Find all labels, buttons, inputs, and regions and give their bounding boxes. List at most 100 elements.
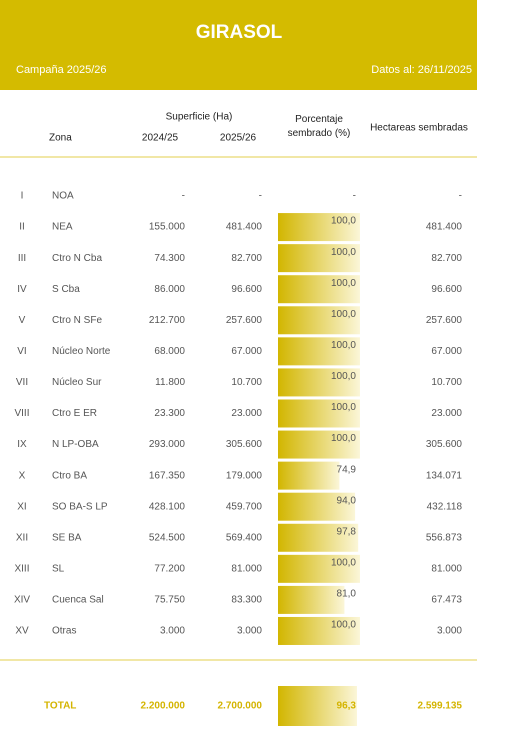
area-2024: 68.000: [154, 346, 185, 357]
pct-label: 100,0: [331, 309, 356, 320]
row-number: I: [21, 191, 24, 202]
hectares: 556.873: [426, 532, 463, 543]
area-2025: 569.400: [226, 532, 263, 543]
zone: N LP-OBA: [52, 439, 99, 450]
area-2025: 96.600: [231, 284, 262, 295]
area-2024: 11.800: [155, 377, 185, 388]
row-number: X: [19, 470, 26, 481]
pct-label: 100,0: [331, 247, 356, 258]
area-2025: 67.000: [231, 346, 262, 357]
hectares: 257.600: [426, 315, 463, 326]
pct-bar: [278, 686, 357, 726]
area-2025: 82.700: [231, 253, 262, 264]
row-number: VII: [16, 377, 28, 388]
area-2024: 77.200: [154, 563, 185, 574]
row-number: XV: [15, 626, 29, 637]
pct-label: 100,0: [331, 216, 356, 227]
pct-bar: [278, 275, 360, 304]
pct-bar: [278, 368, 360, 397]
area-2025: 459.700: [226, 501, 263, 512]
pct-bar: [278, 399, 360, 428]
pct-label: 100,0: [331, 433, 356, 444]
zone: NOA: [52, 191, 74, 202]
zone: NEA: [52, 222, 73, 233]
pct-label: 94,0: [337, 495, 357, 506]
row-number: VI: [17, 346, 26, 357]
area-2025: 3.000: [237, 626, 262, 637]
area-2025: 23.000: [231, 408, 262, 419]
area-2024: 3.000: [160, 626, 185, 637]
pct-bar: [278, 213, 360, 242]
pct-label: 100,0: [331, 278, 356, 289]
total-pct: 96,3: [337, 701, 357, 712]
hectares: 305.600: [426, 439, 463, 450]
pct-bar: [278, 554, 360, 583]
zone: Ctro N Cba: [52, 253, 102, 264]
pct-bar: [278, 244, 360, 273]
area-2024: 86.000: [154, 284, 185, 295]
row-number: VIII: [14, 408, 29, 419]
area-2024: 524.500: [149, 532, 186, 543]
pct-bar: [278, 523, 359, 552]
area-2025: -: [259, 191, 262, 202]
pct-bar: [278, 492, 356, 521]
col-header: Zona: [49, 133, 72, 144]
title: GIRASOL: [196, 22, 283, 43]
col-header: Hectareas sembradas: [370, 123, 468, 134]
row-number: XII: [16, 532, 28, 543]
header-band: [0, 0, 477, 90]
zone: Ctro N SFe: [52, 315, 102, 326]
pct-label: 100,0: [331, 402, 356, 413]
area-2025: 481.400: [226, 222, 263, 233]
hectares: 134.071: [426, 470, 463, 481]
hectares: 3.000: [437, 626, 462, 637]
total-2024: 2.200.000: [141, 701, 186, 712]
pct-label: 100,0: [331, 557, 356, 568]
zone: S Cba: [52, 284, 80, 295]
area-2025: 305.600: [226, 439, 263, 450]
zone: Ctro E ER: [52, 408, 97, 419]
area-2024: 74.300: [154, 253, 185, 264]
hectares: -: [459, 191, 462, 202]
area-2025: 257.600: [226, 315, 263, 326]
hectares: 10.700: [431, 377, 462, 388]
campaign: Campaña 2025/26: [16, 64, 107, 76]
row-number: V: [19, 315, 26, 326]
row-number: II: [19, 222, 25, 233]
area-2024: -: [182, 191, 185, 202]
area-2025: 10.700: [231, 377, 262, 388]
area-2024: 212.700: [149, 315, 186, 326]
hectares: 67.000: [431, 346, 462, 357]
col-header: 2025/26: [220, 133, 257, 144]
date: Datos al: 26/11/2025: [371, 64, 472, 76]
row-number: XIV: [14, 595, 30, 606]
zone: Ctro BA: [52, 470, 87, 481]
area-2025: 81.000: [231, 563, 262, 574]
row-number: IX: [17, 439, 27, 450]
area-2025: 179.000: [226, 470, 263, 481]
area-2024: 293.000: [149, 439, 186, 450]
pct-bar: [278, 306, 360, 335]
pct-bar: [278, 585, 345, 614]
pct-bar: [278, 337, 360, 366]
area-2025: 83.300: [231, 595, 262, 606]
hectares: 82.700: [431, 253, 462, 264]
pct-label: -: [353, 191, 356, 202]
area-2024: 428.100: [149, 501, 186, 512]
pct-label: 100,0: [331, 371, 356, 382]
row-number: XI: [17, 501, 26, 512]
zone: SE BA: [52, 532, 82, 543]
area-2024: 155.000: [149, 222, 186, 233]
total-label: TOTAL: [44, 701, 76, 712]
row-number: IV: [17, 284, 27, 295]
row-number: XIII: [14, 563, 29, 574]
hectares: 67.473: [431, 595, 462, 606]
col-header: Porcentaje sembrado (%): [288, 114, 351, 139]
area-2024: 75.750: [154, 595, 185, 606]
zone: Núcleo Norte: [52, 346, 111, 357]
pct-bar: [278, 616, 360, 645]
area-2024: 23.300: [154, 408, 185, 419]
zone: SL: [52, 563, 65, 574]
col-header: 2024/25: [142, 133, 179, 144]
